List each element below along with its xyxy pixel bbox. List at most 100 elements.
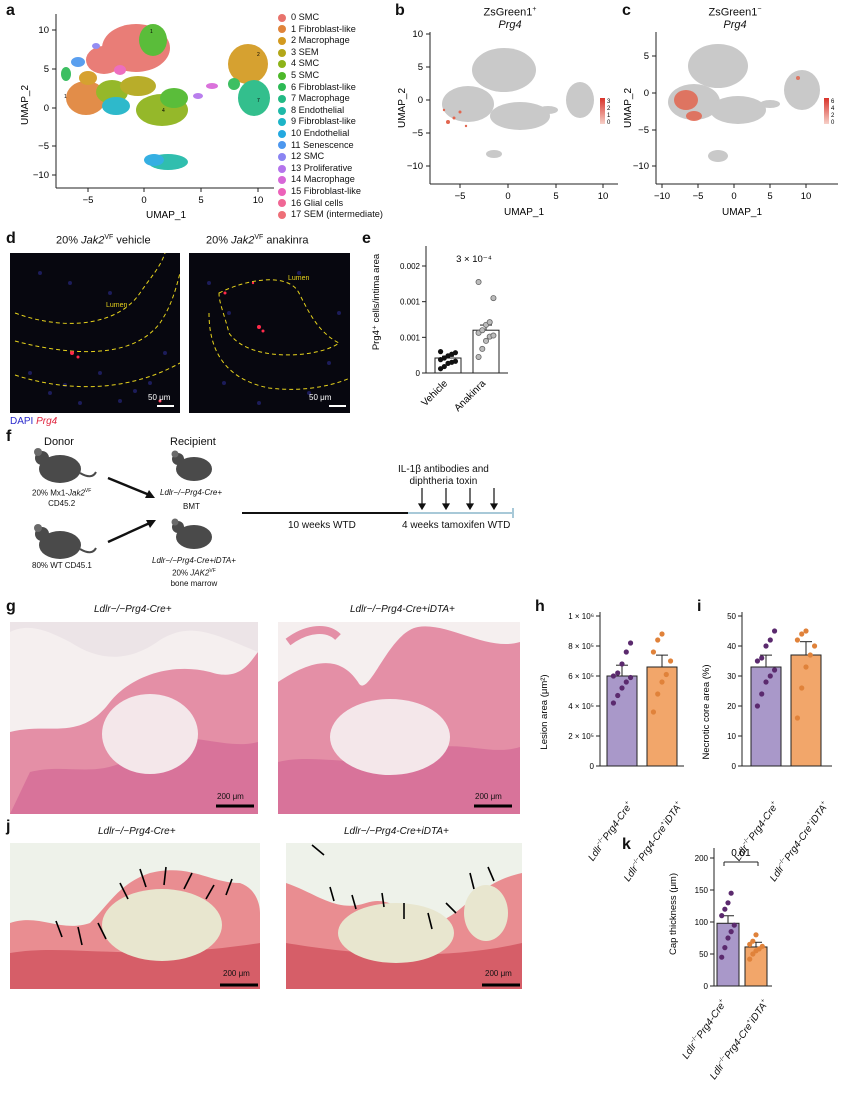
b-ytick-1: 5 (418, 62, 423, 73)
e-pvalue: 3 × 10⁻⁴ (456, 254, 492, 265)
data-point (725, 935, 731, 941)
y-tick-label: 2 × 10⁵ (568, 732, 594, 741)
y-tick-label: 50 (727, 612, 736, 621)
legend-swatch (278, 106, 286, 115)
y-tick-label: 100 (695, 918, 709, 927)
b-scale-2: 2 (607, 106, 611, 112)
y-tick-label: 40 (727, 642, 736, 651)
f-recipient-label: Recipient (170, 436, 216, 448)
data-point (619, 661, 625, 667)
a-ylabel: UMAP_2 (20, 85, 31, 125)
legend-label: 15 Fibroblast-like (291, 185, 361, 196)
data-point (763, 679, 769, 685)
data-point (615, 670, 621, 676)
panel-label-b: b (395, 2, 405, 19)
legend-swatch (278, 48, 286, 57)
data-point (655, 691, 661, 697)
b-xtick-2: 5 (553, 191, 558, 202)
panel-label-h: h (535, 598, 545, 615)
umap-clusters (61, 24, 270, 170)
data-point (759, 943, 765, 949)
g-title-right: Ldlr−/−Prg4-Cre+iDTA+ (350, 604, 455, 615)
data-point (759, 691, 765, 697)
y-tick-label: 10 (727, 732, 736, 741)
data-point (452, 350, 459, 356)
data-point (794, 637, 801, 643)
a-xtick-2: 5 (198, 195, 203, 206)
d-lumen-label: Lumen (106, 302, 128, 309)
b-scale-0: 0 (607, 120, 611, 126)
data-point (615, 692, 621, 699)
f-donor1-label: 20% Mx1-Jak2VF CD45.2 (32, 488, 92, 508)
y-tick-label: 0.001 (400, 333, 421, 342)
umap-c-plot: 5 0 −5 −10 −10 −5 0 5 10 UMAP_1 UMAP_2 6… (623, 32, 838, 218)
b-ytick-0: 10 (412, 30, 423, 40)
data-point (754, 703, 761, 709)
chart-i: Necrotic core area (%) 0 10 20 30 40 50 (701, 612, 832, 771)
c-ytick-1: 0 (644, 88, 649, 99)
svg-text:1: 1 (150, 29, 153, 35)
b-ytick-4: −10 (407, 161, 423, 172)
arrow-icon (107, 476, 156, 544)
legend-swatch (278, 199, 286, 208)
g-image-right: 200 μm (278, 622, 520, 814)
a-ytick-0: 10 (38, 25, 49, 36)
y-tick-label: 0 (590, 762, 595, 771)
legend-swatch (278, 94, 286, 103)
y-tick-label: 8 × 10⁵ (568, 642, 594, 651)
legend-item: 8 Endothelial (278, 105, 383, 117)
bar (716, 922, 740, 987)
data-point (799, 685, 805, 691)
c-ytick-0: 5 (644, 51, 649, 62)
c-ytick-2: −5 (638, 125, 649, 136)
legend-item: 12 SMC (278, 151, 383, 163)
panel-label-c: c (622, 2, 631, 19)
panel-label-f: f (6, 428, 12, 445)
legend-item: 11 Senescence (278, 140, 383, 152)
data-point (623, 649, 629, 655)
data-point (722, 945, 728, 951)
d-title-right: 20% Jak2VF anakinra (206, 234, 309, 247)
bar (606, 675, 638, 767)
y-tick-label: 0.001 (400, 298, 421, 307)
y-tick-label: 4 × 10⁵ (568, 702, 594, 711)
legend-label: 6 Fibroblast-like (291, 81, 356, 92)
f-phase2-label: 4 weeks tamoxifen WTD (402, 520, 511, 531)
chart-h: Lesion area (μm²) 0 2 × 10⁵ 4 × 10⁵ 6 × 10⁵… (539, 612, 684, 771)
a-xtick-0: −5 (83, 195, 94, 206)
mouse-icon-donor1 (34, 448, 97, 483)
b-scale-3: 3 (607, 99, 611, 105)
d-image-anakinra: Lumen 50 μm (189, 253, 350, 413)
legend-item: 2 Macrophage (278, 35, 383, 47)
a-xtick-1: 0 (141, 195, 146, 206)
data-point (763, 643, 769, 649)
data-point (803, 628, 809, 634)
legend-label: 12 SMC (291, 151, 325, 162)
svg-text:1: 1 (64, 94, 67, 100)
bar (646, 666, 678, 767)
data-point (655, 637, 661, 643)
legend-swatch (278, 13, 286, 22)
bar (790, 654, 822, 767)
b-xtick-0: −5 (455, 191, 466, 202)
j-image-left: 200 μm (10, 843, 260, 989)
chart-k: Cap thickness (μm) 0 50 100 150 200 0.01 (668, 848, 772, 991)
e-xtick-1: Anakinra (452, 378, 488, 414)
a-ytick-1: 5 (44, 64, 49, 75)
k-pvalue: 0.01 (731, 848, 751, 859)
b-ytick-3: −5 (412, 128, 423, 139)
data-point (627, 640, 634, 646)
data-point (610, 673, 617, 679)
c-xtick-2: 0 (731, 191, 736, 202)
a-xtick-3: 10 (253, 195, 264, 206)
data-point (667, 658, 674, 664)
c-scale-0: 0 (831, 120, 835, 126)
b-cells (442, 48, 594, 158)
data-point (475, 279, 482, 286)
a-xlabel: UMAP_1 (146, 210, 186, 221)
legend-item: 9 Fibroblast-like (278, 116, 383, 128)
legend-item: 17 SEM (intermediate) (278, 209, 383, 221)
data-point (623, 679, 629, 685)
data-point (754, 658, 761, 664)
a-ytick-3: −5 (38, 141, 49, 152)
